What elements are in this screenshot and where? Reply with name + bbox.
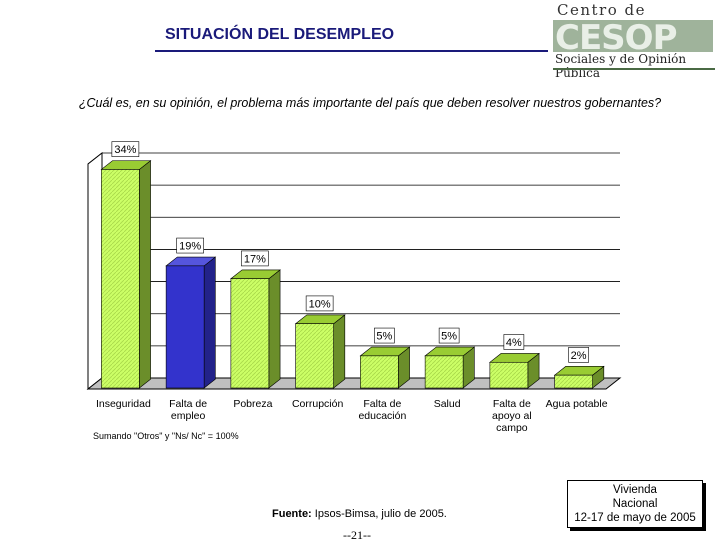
bar — [165, 265, 205, 389]
bar-side — [203, 256, 216, 389]
data-label: 5% — [441, 331, 457, 343]
date-box: Vivienda Nacional 12-17 de mayo de 2005 — [567, 480, 703, 528]
data-label-box — [503, 334, 525, 350]
bar — [554, 374, 593, 389]
plot-side-wall — [87, 151, 103, 391]
logo-rule — [553, 68, 715, 70]
category-label: Falta de — [493, 398, 531, 410]
logo-word: CESOP — [555, 18, 677, 58]
source-text: Ipsos-Bimsa, julio de 2005. — [314, 508, 447, 520]
data-label: 19% — [179, 241, 201, 253]
bar-side — [333, 314, 346, 389]
category-label: campo — [496, 422, 528, 434]
bar — [230, 278, 270, 389]
bar — [489, 361, 529, 389]
category-label: empleo — [171, 410, 206, 422]
survey-question: ¿Cuál es, en su opinión, el problema más… — [78, 96, 662, 110]
category-label: educación — [358, 410, 406, 422]
category-label: Salud — [434, 398, 461, 410]
data-label: 5% — [376, 331, 392, 343]
category-label: Falta de — [169, 398, 207, 410]
data-label-box — [176, 237, 204, 254]
data-label: 4% — [506, 337, 522, 349]
data-label: 17% — [244, 253, 266, 265]
bar — [360, 355, 399, 389]
category-label: apoyo al — [492, 410, 532, 422]
category-label: Inseguridad — [96, 398, 151, 410]
bar — [295, 323, 334, 389]
bar-side — [268, 269, 281, 389]
date-line-2: Nacional — [612, 498, 658, 510]
data-label: 10% — [309, 298, 331, 310]
chart-note: Sumando "Otros" y "Ns/ Nc" = 100% — [93, 431, 239, 441]
date-line-1: Vivienda — [613, 484, 657, 496]
cesop-logo: Centro de Estudios CESOP Sociales y de O… — [553, 0, 715, 80]
source-label: Fuente: — [272, 508, 312, 520]
category-label: Corrupción — [292, 398, 344, 410]
page-title: SITUACIÓN DEL DESEMPLEO — [165, 26, 395, 43]
data-label-box — [111, 141, 140, 157]
bar — [101, 169, 140, 389]
page-number: --21-- — [343, 528, 371, 542]
data-label: 34% — [114, 144, 136, 156]
data-label-box — [438, 327, 460, 344]
source-line: Fuente: Ipsos-Bimsa, julio de 2005. — [272, 508, 447, 520]
category-label: Falta de — [363, 398, 401, 410]
plot-floor — [86, 377, 622, 390]
data-label-box — [305, 295, 334, 312]
logo-band — [553, 20, 713, 52]
date-line-3: 12-17 de mayo de 2005 — [574, 512, 696, 524]
title-underline — [155, 50, 548, 52]
data-label-box — [241, 250, 269, 267]
category-label: Pobreza — [233, 398, 272, 410]
category-label: Agua potable — [546, 398, 608, 410]
bar-side — [139, 160, 151, 389]
bar — [424, 355, 464, 389]
data-label-box — [374, 327, 395, 344]
data-label-box — [568, 347, 589, 363]
data-label: 2% — [571, 350, 587, 362]
